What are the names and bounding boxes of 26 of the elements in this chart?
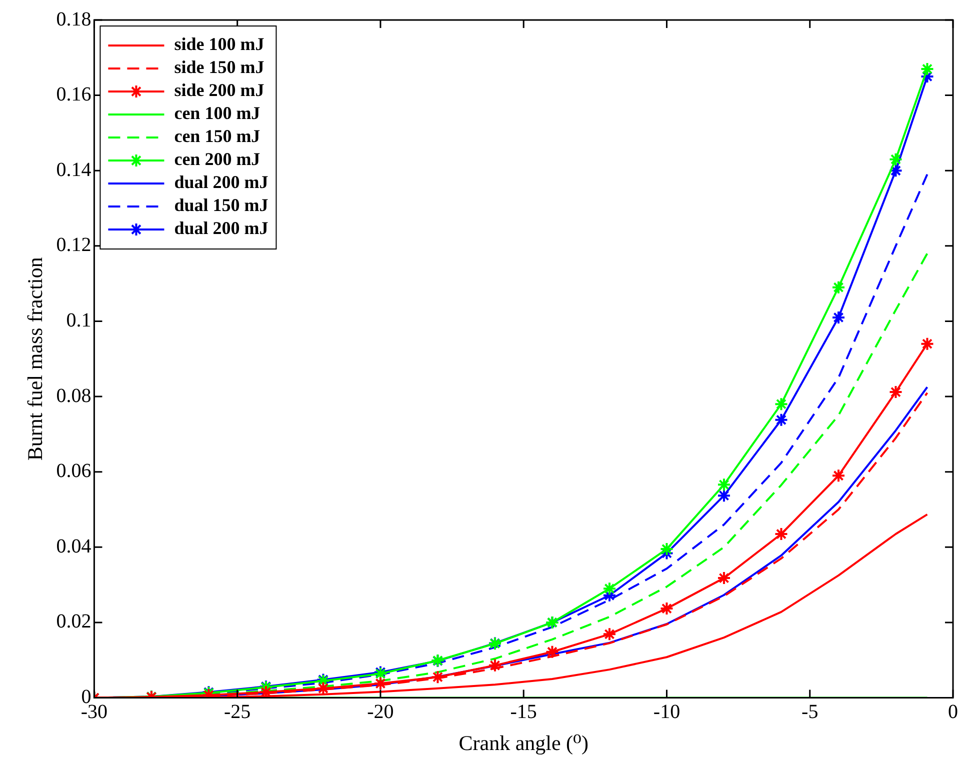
x-tick-label: -25 bbox=[224, 701, 251, 724]
x-tick-label: -20 bbox=[367, 701, 394, 724]
y-tick-label: 0.04 bbox=[56, 535, 92, 558]
y-tick-label: 0.16 bbox=[56, 84, 92, 106]
y-tick-label: 0.02 bbox=[56, 610, 92, 633]
y-tick-label: 0.1 bbox=[66, 309, 92, 332]
y-tick-label: 0.14 bbox=[56, 158, 92, 181]
y-tick-label: 0.12 bbox=[56, 234, 92, 256]
y-axis-title: Burnt fuel mass fraction bbox=[23, 256, 48, 461]
legend-label: cen 150 mJ bbox=[174, 126, 260, 146]
legend-label: cen 100 mJ bbox=[174, 103, 260, 124]
x-axis-title: Crank angle (⁰) bbox=[458, 730, 588, 755]
x-tick-label: 0 bbox=[948, 701, 958, 724]
legend-label: dual 150 mJ bbox=[174, 195, 268, 216]
y-tick-label: 0.08 bbox=[56, 384, 92, 407]
legend-label: cen 200 mJ bbox=[174, 149, 260, 170]
x-tick-label: -5 bbox=[802, 701, 818, 724]
y-tick-label: 0.06 bbox=[56, 460, 92, 482]
y-tick-label: 0.18 bbox=[56, 8, 92, 30]
legend-label: side 200 mJ bbox=[174, 80, 264, 100]
legend-label: dual 200 mJ bbox=[174, 172, 268, 192]
x-tick-label: -15 bbox=[510, 701, 537, 724]
legend-label: side 150 mJ bbox=[174, 57, 264, 78]
x-tick-label: -10 bbox=[653, 701, 680, 724]
legend-label: side 100 mJ bbox=[174, 34, 264, 54]
legend-label: dual 200 mJ bbox=[174, 218, 268, 238]
